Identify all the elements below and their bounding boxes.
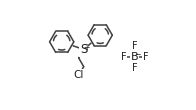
Text: −: −: [134, 50, 140, 60]
Text: +: +: [83, 43, 89, 52]
Text: F: F: [143, 52, 148, 62]
Text: F: F: [121, 52, 127, 62]
Text: B: B: [131, 52, 139, 62]
Text: F: F: [132, 63, 138, 73]
Text: F: F: [132, 41, 138, 51]
Text: Cl: Cl: [74, 70, 84, 80]
Text: S: S: [80, 43, 87, 56]
